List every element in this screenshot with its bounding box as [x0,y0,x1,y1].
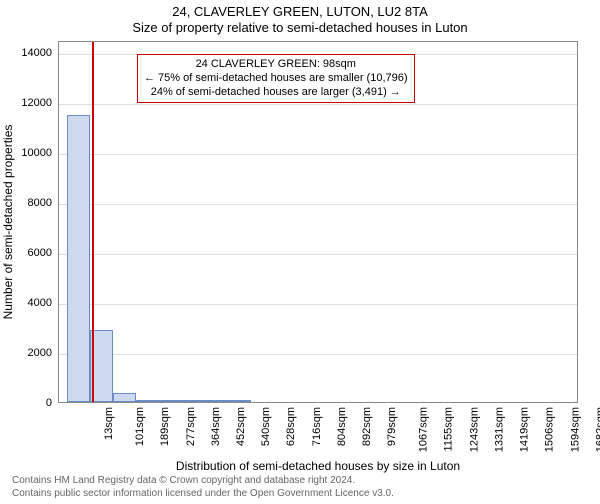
x-tick-label: 277sqm [185,407,197,446]
y-tick-label: 4000 [28,297,52,309]
histogram-bar [159,400,182,402]
gridline [59,104,577,105]
plot-area: 24 CLAVERLEY GREEN: 98sqm← 75% of semi-d… [58,41,578,403]
annotation-line: 24% of semi-detached houses are larger (… [144,86,408,100]
x-tick-label: 13sqm [103,407,115,440]
x-tick-label: 189sqm [160,407,172,446]
x-tick-label: 1155sqm [442,407,454,451]
y-tick-label: 8000 [28,197,52,209]
title-line-1: 24, CLAVERLEY GREEN, LUTON, LU2 8TA [0,4,600,19]
histogram-bar [205,400,228,402]
footer-line-2: Contains public sector information licen… [12,488,394,501]
gridline [59,254,577,255]
x-tick-label: 364sqm [210,407,222,446]
footer-line-1: Contains HM Land Registry data © Crown c… [12,475,394,488]
chart-area: Number of semi-detached properties 24 CL… [58,41,578,403]
y-tick-label: 14000 [21,47,52,59]
x-tick-label: 1067sqm [418,407,430,452]
x-tick-label: 979sqm [386,407,398,446]
y-tick-label: 12000 [21,97,52,109]
x-tick-label: 1594sqm [569,407,581,452]
x-tick-label: 101sqm [134,407,146,446]
x-tick-label: 1506sqm [544,407,556,452]
histogram-bar [67,115,90,402]
y-axis-label: Number of semi-detached properties [1,125,15,320]
x-tick-label: 716sqm [311,407,323,446]
x-tick-label: 1331sqm [493,407,505,452]
footer-attribution: Contains HM Land Registry data © Crown c… [12,475,394,500]
x-tick-label: 540sqm [260,407,272,446]
y-tick-label: 6000 [28,247,52,259]
annotation-line: ← 75% of semi-detached houses are smalle… [144,72,408,86]
annotation-line: 24 CLAVERLEY GREEN: 98sqm [144,58,408,72]
y-tick-label: 0 [46,397,52,409]
x-tick-label: 892sqm [361,407,373,446]
x-axis-label: Distribution of semi-detached houses by … [176,459,460,473]
x-tick-label: 804sqm [336,407,348,446]
gridline [59,154,577,155]
gridline [59,204,577,205]
property-marker-line [92,42,94,402]
y-tick-label: 2000 [28,347,52,359]
histogram-bar [113,393,136,402]
x-tick-label: 452sqm [235,407,247,446]
title-line-2: Size of property relative to semi-detach… [0,20,600,35]
x-tick-label: 1682sqm [594,407,600,452]
y-tick-label: 10000 [21,147,52,159]
histogram-bar [182,400,205,402]
x-tick-label: 628sqm [286,407,298,446]
gridline [59,304,577,305]
histogram-bar [228,400,251,402]
annotation-box: 24 CLAVERLEY GREEN: 98sqm← 75% of semi-d… [137,54,415,103]
histogram-bar [136,400,159,402]
x-tick-label: 1419sqm [518,407,530,452]
x-tick-label: 1243sqm [468,407,480,452]
gridline [59,354,577,355]
